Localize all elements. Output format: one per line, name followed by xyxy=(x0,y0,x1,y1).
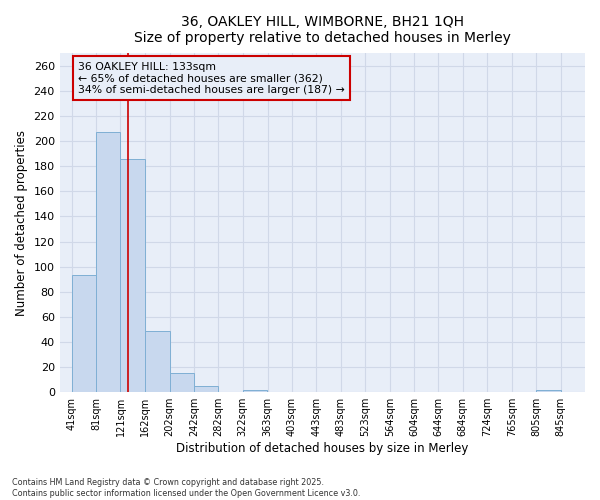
Text: Contains HM Land Registry data © Crown copyright and database right 2025.
Contai: Contains HM Land Registry data © Crown c… xyxy=(12,478,361,498)
Text: 36 OAKLEY HILL: 133sqm
← 65% of detached houses are smaller (362)
34% of semi-de: 36 OAKLEY HILL: 133sqm ← 65% of detached… xyxy=(78,62,345,95)
Bar xyxy=(536,390,560,392)
X-axis label: Distribution of detached houses by size in Merley: Distribution of detached houses by size … xyxy=(176,442,469,455)
Bar xyxy=(242,390,267,392)
Bar xyxy=(194,386,218,392)
Bar xyxy=(170,374,194,392)
Y-axis label: Number of detached properties: Number of detached properties xyxy=(15,130,28,316)
Title: 36, OAKLEY HILL, WIMBORNE, BH21 1QH
Size of property relative to detached houses: 36, OAKLEY HILL, WIMBORNE, BH21 1QH Size… xyxy=(134,15,511,45)
Bar xyxy=(96,132,121,392)
Bar xyxy=(121,158,145,392)
Bar xyxy=(72,276,96,392)
Bar xyxy=(145,330,170,392)
